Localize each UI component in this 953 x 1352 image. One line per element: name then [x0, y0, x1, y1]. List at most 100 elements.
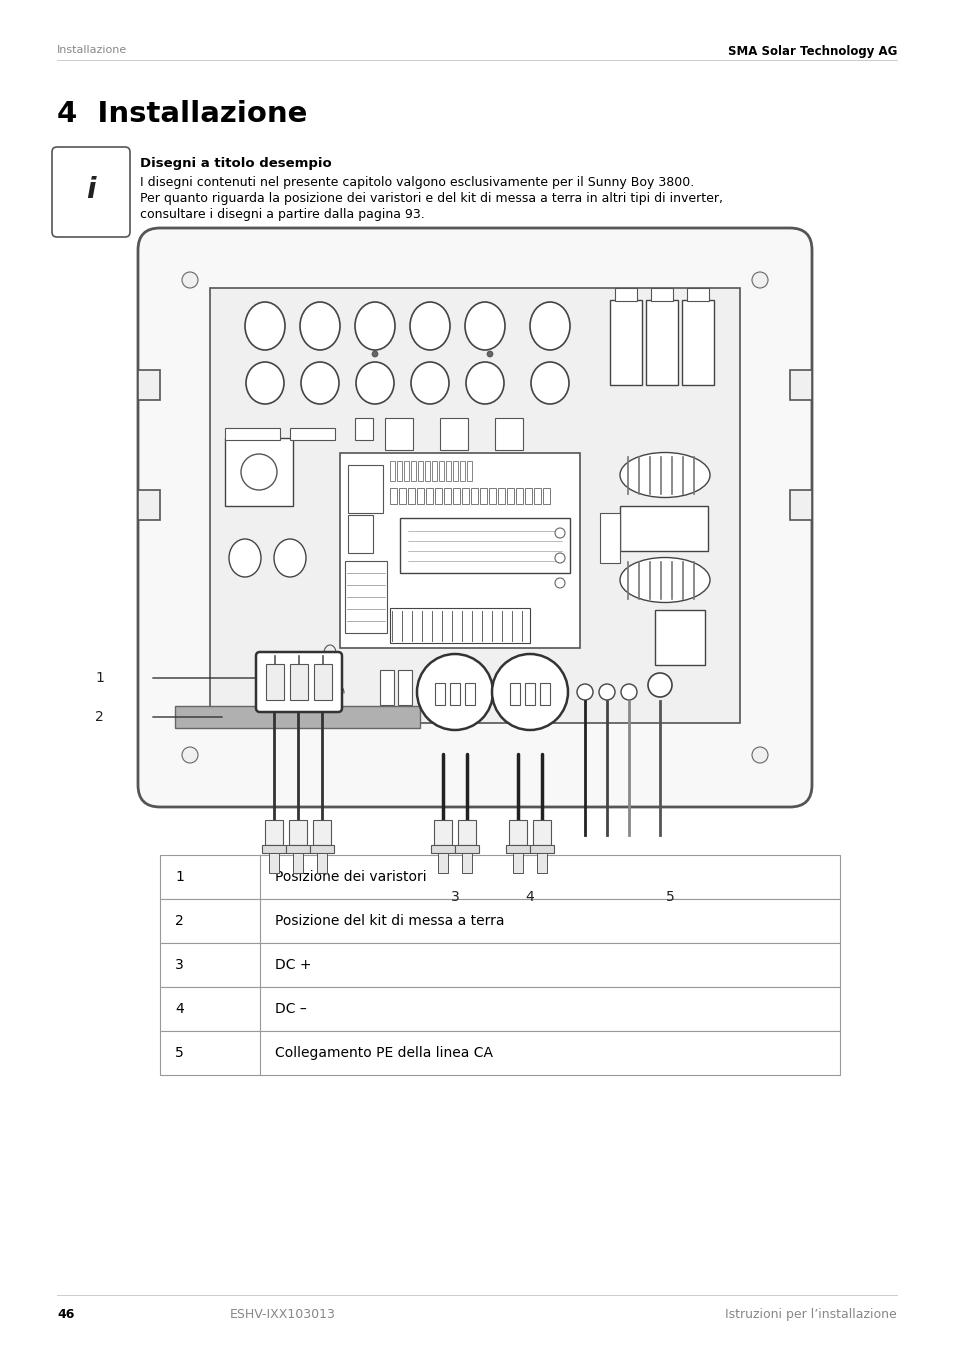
Bar: [262, 845, 286, 853]
Bar: [403, 461, 409, 481]
Bar: [396, 461, 401, 481]
Bar: [225, 438, 293, 506]
Bar: [599, 512, 619, 562]
Bar: [416, 488, 423, 504]
Bar: [435, 488, 441, 504]
Bar: [290, 429, 335, 439]
Circle shape: [492, 654, 567, 730]
Circle shape: [555, 579, 564, 588]
Circle shape: [751, 272, 767, 288]
Text: 2: 2: [95, 710, 104, 725]
Text: DC +: DC +: [274, 959, 312, 972]
Ellipse shape: [229, 539, 261, 577]
Bar: [348, 465, 382, 512]
Bar: [411, 461, 416, 481]
Ellipse shape: [299, 301, 339, 350]
Bar: [686, 288, 708, 301]
Bar: [225, 429, 280, 439]
Bar: [390, 608, 530, 644]
Bar: [426, 488, 433, 504]
Text: Disegni a titolo desempio: Disegni a titolo desempio: [140, 157, 332, 170]
Bar: [160, 1032, 840, 1075]
Bar: [471, 488, 477, 504]
Bar: [464, 683, 475, 704]
Text: 3: 3: [174, 959, 184, 972]
Circle shape: [647, 673, 671, 698]
Bar: [457, 821, 476, 845]
Bar: [431, 845, 455, 853]
Bar: [655, 610, 704, 665]
Text: 4: 4: [525, 890, 534, 904]
FancyBboxPatch shape: [138, 228, 811, 807]
Text: Per quanto riguarda la posizione dei varistori e del kit di messa a terra in alt: Per quanto riguarda la posizione dei var…: [140, 192, 722, 206]
Bar: [510, 683, 519, 704]
Ellipse shape: [274, 539, 306, 577]
Bar: [467, 461, 472, 481]
FancyBboxPatch shape: [255, 652, 341, 713]
Bar: [355, 418, 373, 439]
Circle shape: [555, 529, 564, 538]
Bar: [506, 488, 514, 504]
Text: SMA Solar Technology AG: SMA Solar Technology AG: [727, 45, 896, 58]
Bar: [645, 300, 678, 385]
Bar: [439, 418, 468, 450]
Text: 3: 3: [450, 890, 459, 904]
Circle shape: [620, 684, 637, 700]
Ellipse shape: [531, 362, 568, 404]
Circle shape: [241, 454, 276, 489]
Text: Istruzioni per l’installazione: Istruzioni per l’installazione: [724, 1307, 896, 1321]
Ellipse shape: [464, 301, 504, 350]
Ellipse shape: [530, 301, 569, 350]
Bar: [408, 488, 415, 504]
Circle shape: [182, 748, 198, 763]
Ellipse shape: [355, 301, 395, 350]
Circle shape: [598, 684, 615, 700]
Bar: [286, 845, 310, 853]
Bar: [397, 671, 412, 704]
Bar: [266, 664, 284, 700]
Text: 5: 5: [174, 1046, 184, 1060]
Bar: [437, 853, 448, 873]
Bar: [530, 845, 554, 853]
Bar: [438, 461, 443, 481]
Bar: [174, 706, 419, 727]
Bar: [160, 899, 840, 942]
Ellipse shape: [246, 362, 284, 404]
Bar: [138, 370, 160, 400]
Bar: [385, 418, 413, 450]
Text: DC –: DC –: [274, 1002, 307, 1015]
Ellipse shape: [355, 362, 394, 404]
Bar: [789, 489, 811, 521]
Text: 4: 4: [174, 1002, 184, 1015]
Ellipse shape: [411, 362, 449, 404]
Text: 1: 1: [174, 869, 184, 884]
Bar: [160, 987, 840, 1032]
Circle shape: [372, 352, 377, 357]
Circle shape: [555, 553, 564, 562]
Text: i: i: [86, 176, 95, 204]
Text: consultare i disegni a partire dalla pagina 93.: consultare i disegni a partire dalla pag…: [140, 208, 424, 220]
Bar: [446, 461, 451, 481]
Text: Posizione dei varistori: Posizione dei varistori: [274, 869, 426, 884]
Bar: [619, 506, 707, 552]
Bar: [314, 664, 332, 700]
Text: I disegni contenuti nel presente capitolo valgono esclusivamente per il Sunny Bo: I disegni contenuti nel presente capitol…: [140, 176, 694, 189]
Bar: [609, 300, 641, 385]
Bar: [399, 518, 569, 573]
Ellipse shape: [619, 453, 709, 498]
Bar: [534, 488, 540, 504]
Bar: [398, 488, 406, 504]
Bar: [453, 461, 457, 481]
Bar: [379, 671, 394, 704]
Bar: [435, 683, 444, 704]
Bar: [210, 288, 740, 723]
Bar: [339, 453, 579, 648]
Bar: [450, 683, 459, 704]
Bar: [505, 845, 530, 853]
Bar: [138, 489, 160, 521]
Bar: [316, 853, 327, 873]
Bar: [348, 515, 373, 553]
Bar: [615, 288, 637, 301]
Bar: [513, 853, 522, 873]
Ellipse shape: [465, 362, 503, 404]
